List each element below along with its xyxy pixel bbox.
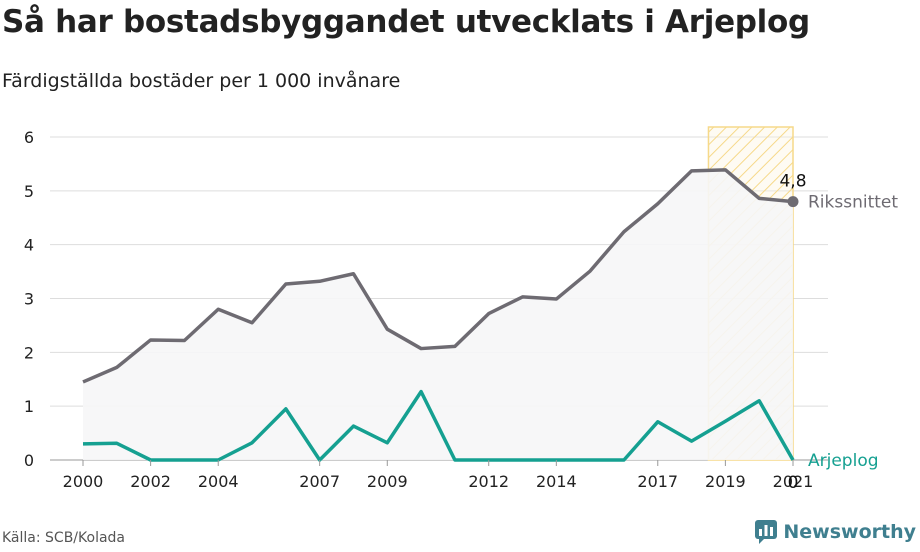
x-tick-label: 2007 — [299, 472, 340, 491]
arjeplog-value-label: 0 — [788, 473, 799, 493]
x-tick-label: 2002 — [130, 472, 171, 491]
line-rikssnittet — [82, 168, 794, 384]
area-rikssnittet — [83, 169, 793, 461]
y-tick-label: 1 — [24, 397, 34, 416]
national-area — [83, 169, 793, 461]
chart-subtitle: Färdigställda bostäder per 1 000 invånar… — [2, 70, 401, 92]
rikssnittet-end-point — [787, 196, 799, 208]
x-tick-label: 2014 — [536, 472, 577, 491]
x-tick-label: 2017 — [637, 472, 678, 491]
x-axis: 2000 2002 2004 2007 2009 2012 2014 2017 2019 2021 — [63, 460, 814, 491]
x-tick-label: 2000 — [63, 472, 104, 491]
chat-chart-icon — [755, 520, 778, 544]
y-axis: 0 1 2 3 4 5 6 — [24, 128, 34, 470]
y-tick-label: 2 — [24, 343, 34, 362]
y-tick-label: 5 — [24, 182, 34, 201]
newsworthy-logo: Newsworthy — [755, 520, 916, 544]
x-tick-label: 2021 — [773, 472, 814, 491]
x-tick-label: 2012 — [468, 472, 509, 491]
series-lines — [82, 168, 799, 462]
brand-name: Newsworthy — [783, 521, 916, 543]
arjeplog-series-label: Arjeplog — [808, 451, 879, 471]
rikssnittet-series-label: Rikssnittet — [808, 193, 898, 213]
y-tick-label: 6 — [24, 128, 34, 147]
chart-title: Så har bostadsbyggandet utvecklats i Arj… — [2, 4, 810, 40]
y-tick-label: 3 — [24, 290, 34, 309]
x-tick-label: 2019 — [705, 472, 746, 491]
line-chart: 0 1 2 3 4 5 6 2000 2002 2004 2007 2009 2012 2014 2017… — [24, 126, 898, 493]
rikssnittet-value-label: 4,8 — [779, 172, 806, 192]
line-arjeplog — [82, 389, 795, 462]
x-tick-label: 2004 — [198, 472, 239, 491]
y-tick-label: 4 — [24, 236, 34, 255]
x-tick-label: 2009 — [367, 472, 408, 491]
source-note: Källa: SCB/Kolada — [2, 530, 126, 546]
y-tick-label: 0 — [24, 451, 34, 470]
